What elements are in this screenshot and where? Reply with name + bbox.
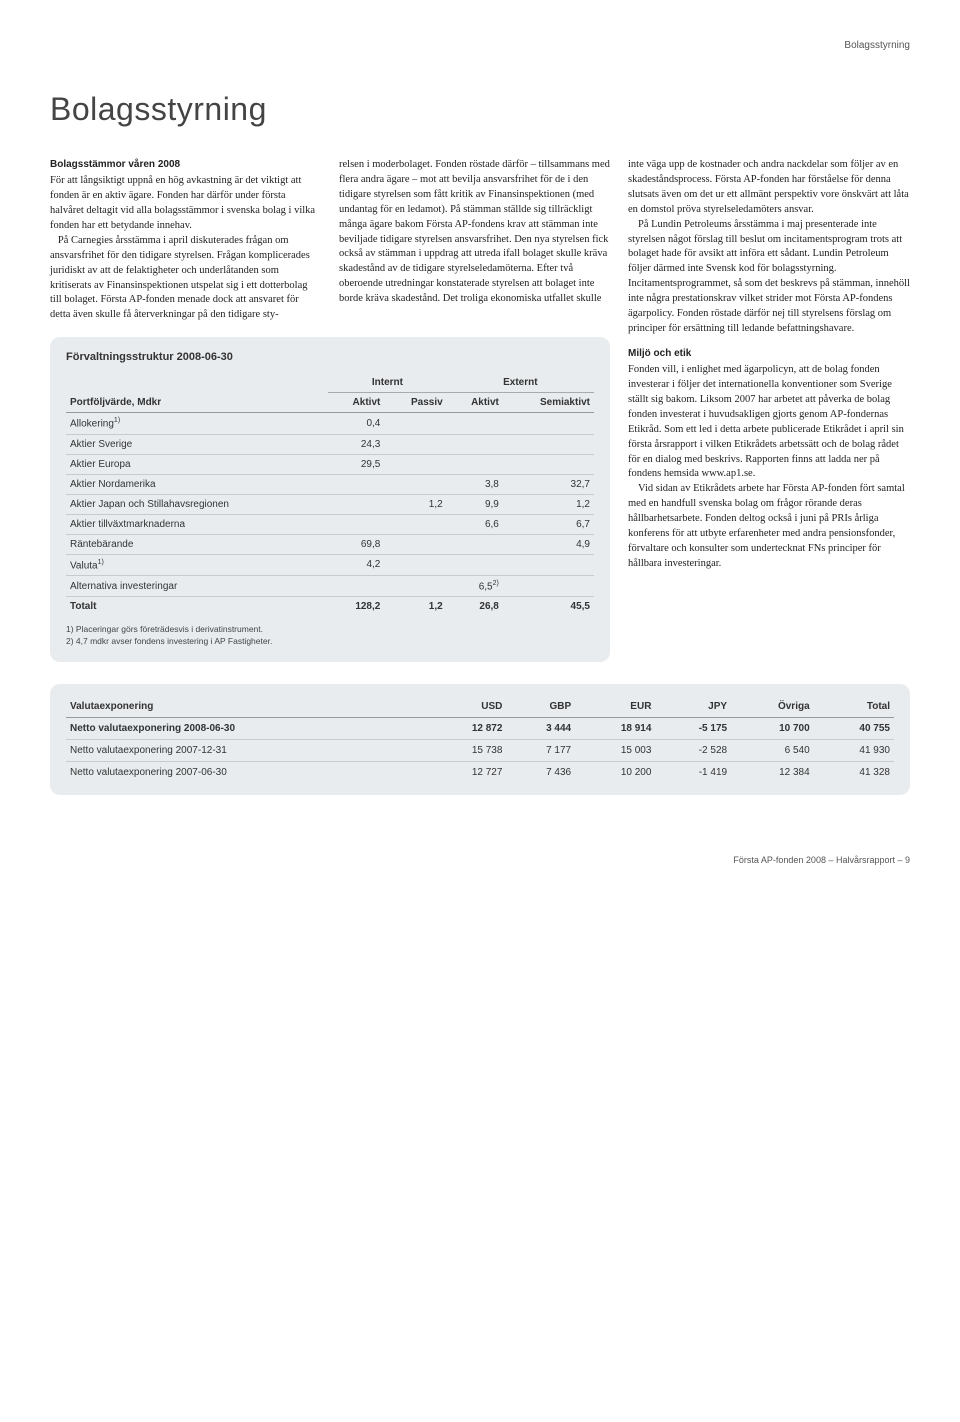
left-block: Bolagsstämmor våren 2008 För att långsik…: [50, 158, 610, 662]
page-title: Bolagsstyrning: [50, 91, 910, 128]
body-text-1: För att långsiktigt uppnå en hög avkastn…: [50, 174, 321, 323]
table-row: Räntebärande69,84,9: [66, 534, 594, 554]
t2-header: USD: [426, 696, 506, 718]
t2-header: EUR: [575, 696, 655, 718]
body-text-3d: Vid sidan av Etikrådets arbete har Först…: [628, 482, 910, 571]
table1-footnotes: 1) Placeringar görs företrädesvis i deri…: [66, 624, 594, 648]
table-row: Netto valutaexponering 2007-06-3012 7277…: [66, 762, 894, 784]
main-layout: Bolagsstämmor våren 2008 För att långsik…: [50, 158, 910, 662]
table-row: Netto valutaexponering 2008-06-3012 8723…: [66, 718, 894, 740]
table-row: Aktier Europa29,5: [66, 454, 594, 474]
footer: Första AP-fonden 2008 – Halvårsrapport –…: [50, 855, 910, 865]
t1-h0: Portföljvärde, Mdkr: [66, 393, 328, 413]
table1-group-externt: Externt: [447, 373, 594, 393]
text-columns: Bolagsstämmor våren 2008 För att långsik…: [50, 158, 610, 323]
text-col-3: inte väga upp de kostnader och andra nac…: [628, 158, 910, 662]
t2-header: GBP: [506, 696, 575, 718]
table-row: Netto valutaexponering 2007-12-3115 7387…: [66, 740, 894, 762]
body-text-2: relsen i moderbolaget. Fonden röstade dä…: [339, 158, 610, 307]
t1-h2: Passiv: [384, 393, 446, 413]
table-row: Alternativa investeringar6,52): [66, 575, 594, 596]
table-row: Aktier tillväxtmarknaderna6,66,7: [66, 514, 594, 534]
body-text-3a: inte väga upp de kostnader och andra nac…: [628, 158, 910, 218]
t2-header: JPY: [655, 696, 731, 718]
body-text-3b: På Lundin Petroleums årsstämma i maj pre…: [628, 218, 910, 337]
table-row: Aktier Japan och Stillahavsregionen1,29,…: [66, 494, 594, 514]
table1-group-internt: Internt: [328, 373, 447, 393]
subhead-2: Miljö och etik: [628, 347, 910, 361]
table1: Internt Externt Portföljvärde, Mdkr Akti…: [66, 373, 594, 616]
table2-headers: ValutaexponeringUSDGBPEURJPYÖvrigaTotal: [66, 696, 894, 718]
text-col-2: relsen i moderbolaget. Fonden röstade dä…: [339, 158, 610, 323]
t1-h4: Semiaktivt: [503, 393, 594, 413]
table-row: Valuta1)4,2: [66, 554, 594, 575]
t2-header: Total: [814, 696, 894, 718]
t2-header: Övriga: [731, 696, 814, 718]
t2-header: Valutaexponering: [66, 696, 426, 718]
footnote-1: 1) Placeringar görs företrädesvis i deri…: [66, 624, 594, 636]
table2-body: Netto valutaexponering 2008-06-3012 8723…: [66, 718, 894, 784]
header-label: Bolagsstyrning: [50, 40, 910, 51]
table1-col-headers: Portföljvärde, Mdkr Aktivt Passiv Aktivt…: [66, 393, 594, 413]
table1-body: Allokering1)0,4Aktier Sverige24,3Aktier …: [66, 413, 594, 616]
t1-h3: Aktivt: [447, 393, 503, 413]
t1-h1: Aktivt: [328, 393, 384, 413]
table1-total-row: Totalt128,21,226,845,5: [66, 597, 594, 617]
table-row: Allokering1)0,4: [66, 413, 594, 434]
footnote-2: 2) 4,7 mdkr avser fondens investering i …: [66, 636, 594, 648]
table1-container: Förvaltningsstruktur 2008-06-30 Internt …: [50, 337, 610, 662]
subhead-1: Bolagsstämmor våren 2008: [50, 158, 321, 172]
table1-title: Förvaltningsstruktur 2008-06-30: [66, 351, 594, 363]
table-row: Aktier Nordamerika3,832,7: [66, 474, 594, 494]
table-row: Aktier Sverige24,3: [66, 434, 594, 454]
table2-container: ValutaexponeringUSDGBPEURJPYÖvrigaTotal …: [50, 684, 910, 795]
table2: ValutaexponeringUSDGBPEURJPYÖvrigaTotal …: [66, 696, 894, 783]
text-col-1: Bolagsstämmor våren 2008 För att långsik…: [50, 158, 321, 323]
body-text-3c: Fonden vill, i enlighet med ägarpolicyn,…: [628, 363, 910, 482]
